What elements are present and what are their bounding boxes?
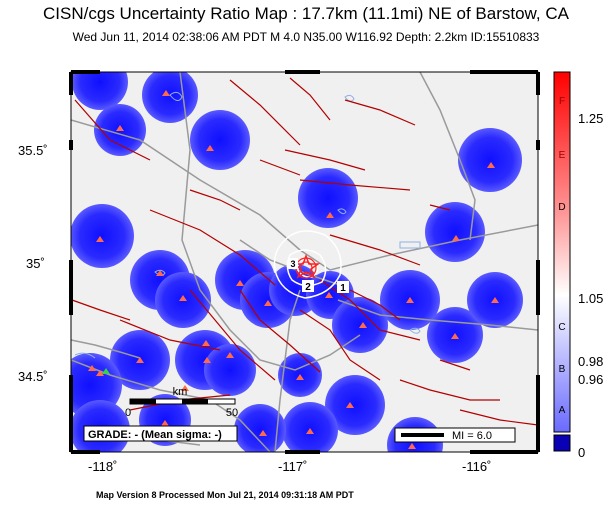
svg-text:1: 1 (340, 283, 346, 294)
contour-label-3: 3 (288, 258, 298, 269)
grade-label: GRADE: - (Mean sigma: -) (88, 429, 222, 441)
lon-label-116: -116˚ (462, 459, 492, 474)
green-station-marker (102, 368, 110, 374)
lat-label-34-5: 34.5˚ (18, 369, 48, 384)
lon-label-118: -118˚ (88, 459, 118, 474)
uncertainty-colorbar: F E D C B A 1.25 1.05 0.98 0.96 0 (553, 71, 603, 460)
lon-label-117: -117˚ (278, 459, 308, 474)
svg-text:0.96: 0.96 (578, 372, 603, 387)
lat-label-35: 35˚ (26, 256, 45, 271)
scale-end: 50 (226, 407, 238, 419)
svg-text:2: 2 (305, 282, 311, 293)
contour-label-1: 1 (337, 281, 349, 294)
svg-text:3: 3 (290, 259, 295, 269)
scale-bar: km 0 50 (125, 386, 238, 419)
water-bodies (74, 91, 421, 359)
svg-text:0.98: 0.98 (578, 354, 603, 369)
mi-label: MI = 6.0 (452, 430, 492, 442)
contour-label-2: 2 (302, 280, 314, 293)
svg-text:1.25: 1.25 (578, 111, 603, 126)
svg-text:F: F (559, 96, 565, 107)
scale-unit: km (173, 386, 188, 398)
grade-box: GRADE: - (Mean sigma: -) (83, 425, 238, 442)
seismic-stations (88, 90, 499, 449)
lat-label-35-5: 35.5˚ (18, 143, 48, 158)
fault-lines (71, 77, 538, 426)
svg-text:B: B (559, 364, 566, 375)
svg-text:E: E (559, 150, 566, 161)
map-title: CISN/cgs Uncertainty Ratio Map : 17.7km … (43, 4, 569, 23)
svg-text:D: D (558, 202, 565, 213)
roads (71, 72, 538, 452)
mi-legend-box: MI = 6.0 (394, 427, 516, 443)
map-footer: Map Version 8 Processed Mon Jul 21, 2014… (96, 490, 354, 500)
svg-text:A: A (559, 405, 566, 416)
svg-text:C: C (558, 322, 565, 333)
colorbar-zero-swatch (553, 434, 571, 452)
uncertainty-blobs (71, 72, 523, 452)
svg-text:0: 0 (578, 445, 585, 460)
event-subtitle: Wed Jun 11, 2014 02:38:06 AM PDT M 4.0 N… (72, 30, 540, 44)
frame-ticks (69, 70, 540, 454)
svg-text:1.05: 1.05 (578, 291, 603, 306)
scale-start: 0 (125, 407, 131, 419)
